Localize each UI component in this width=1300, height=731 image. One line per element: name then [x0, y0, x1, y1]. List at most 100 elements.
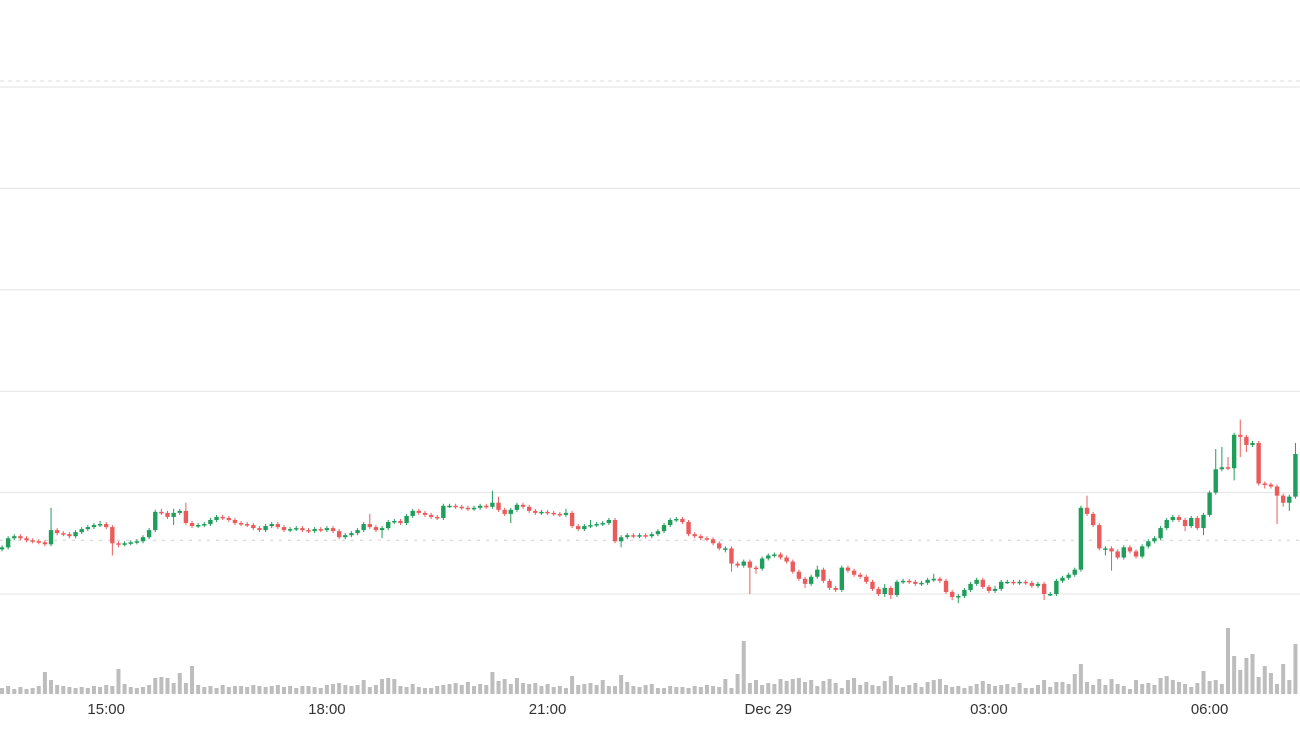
candle-up — [355, 528, 360, 536]
candle-down — [1225, 457, 1231, 471]
volume-bar — [1287, 680, 1292, 694]
candle-body — [900, 580, 906, 583]
candle-up — [1121, 545, 1126, 560]
volume-bar — [312, 687, 317, 694]
candle-up — [766, 553, 771, 561]
volume-bar — [698, 687, 703, 694]
volume-bar — [251, 685, 256, 694]
volume-bar — [373, 685, 378, 694]
volume-bar — [563, 688, 568, 694]
candle-up — [392, 518, 397, 525]
candle-down — [373, 525, 379, 533]
volume-bar — [441, 685, 446, 694]
candle-up — [490, 490, 495, 509]
volume-bar — [803, 682, 808, 694]
volume-bar — [1213, 680, 1218, 694]
x-tick-label: 06:00 — [1191, 701, 1229, 718]
candle-down — [306, 528, 311, 534]
candle-up — [441, 503, 446, 520]
candle-body — [539, 511, 544, 514]
volume-bar — [852, 678, 857, 694]
candle-body — [1280, 495, 1286, 503]
candle-body — [42, 542, 48, 545]
candle-down — [275, 522, 281, 530]
candle-body — [723, 548, 728, 550]
candle-up — [606, 517, 612, 526]
candle-body — [1011, 581, 1016, 584]
volume-bar — [827, 679, 832, 694]
candle-body — [686, 522, 691, 535]
candle-down — [435, 514, 440, 520]
candle-down — [1084, 495, 1090, 516]
volume-bar — [1023, 688, 1028, 694]
volume-bar — [674, 687, 679, 694]
candle-body — [392, 520, 397, 523]
candle-body — [336, 531, 342, 538]
volume-bar — [594, 685, 599, 694]
candle-down — [569, 510, 575, 529]
candle-down — [1268, 482, 1274, 489]
candle-body — [643, 535, 648, 537]
candle-body — [1109, 548, 1114, 552]
candle-body — [294, 528, 299, 530]
candle-body — [1048, 594, 1053, 596]
candle-down — [821, 567, 826, 583]
volume-bar — [1232, 656, 1237, 694]
candle-up — [808, 574, 814, 586]
candle-down — [459, 504, 464, 510]
candle-down — [545, 509, 550, 515]
candle-body — [937, 578, 943, 581]
candle-down — [858, 572, 863, 579]
candle-body — [925, 579, 930, 583]
gridlines — [0, 86, 1300, 595]
volume-bar — [1207, 681, 1212, 694]
candle-up — [1158, 526, 1163, 541]
candle-down — [300, 526, 305, 533]
volume-bar — [1048, 687, 1053, 694]
volume-bar — [711, 686, 716, 694]
candle-up — [294, 526, 299, 532]
candle-up — [202, 522, 207, 528]
volume-bar — [153, 678, 158, 694]
candle-down — [980, 577, 985, 589]
candle-up — [723, 546, 728, 553]
x-tick-label: 21:00 — [529, 701, 567, 718]
candle-body — [680, 518, 685, 523]
volume-bar — [484, 685, 489, 694]
volume-bar — [1134, 680, 1139, 694]
candle-body — [1274, 486, 1280, 496]
candle-body — [1054, 580, 1059, 594]
volume-bar — [1195, 683, 1200, 694]
candle-down — [870, 579, 875, 591]
volume-bar — [557, 686, 562, 694]
volume-bar — [288, 686, 293, 694]
candle-body — [1127, 547, 1133, 552]
candle-down — [165, 510, 170, 519]
candle-body — [582, 526, 587, 530]
candle-up — [134, 539, 140, 545]
volume-bar — [183, 683, 188, 694]
candles — [0, 419, 1298, 604]
x-axis: 15:00 18:00 21:00 Dec 29 03:00 06:00 — [87, 701, 1228, 718]
volume-bar — [704, 685, 709, 694]
candle-body — [606, 519, 612, 524]
volume-bar — [1238, 670, 1243, 694]
volume-bar — [1275, 684, 1280, 694]
volume-bar — [741, 641, 746, 694]
candle-down — [698, 534, 704, 541]
volume-bar — [576, 685, 581, 694]
candle-down — [496, 496, 501, 512]
candle-body — [275, 524, 281, 528]
candle-down — [1109, 546, 1114, 571]
candle-up — [588, 519, 593, 529]
candle-body — [1097, 525, 1102, 549]
candle-up — [968, 581, 973, 592]
candle-up — [1048, 591, 1053, 597]
volume-bar — [73, 688, 78, 694]
candle-up — [1231, 432, 1237, 481]
volume-bar — [986, 684, 991, 694]
candle-body — [980, 579, 985, 587]
volume-bar — [91, 686, 96, 694]
candle-body — [165, 512, 170, 517]
candle-up — [582, 524, 587, 532]
